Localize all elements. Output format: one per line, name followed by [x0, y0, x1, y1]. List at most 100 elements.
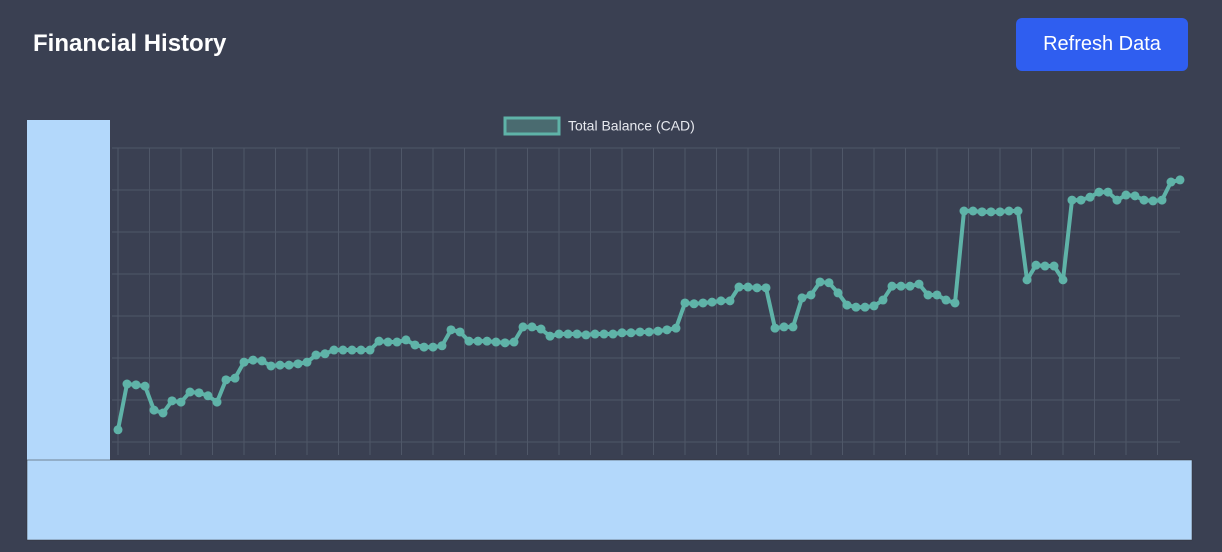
data-point [410, 340, 420, 350]
refresh-button[interactable]: Refresh Data [1016, 18, 1188, 71]
data-point [635, 327, 645, 337]
data-point [995, 207, 1005, 217]
data-point [509, 337, 519, 347]
data-point [329, 345, 339, 355]
data-point [1022, 275, 1032, 285]
data-point [662, 325, 672, 335]
data-point [365, 345, 375, 355]
data-point [536, 324, 546, 334]
data-point [1157, 195, 1167, 205]
data-point [1085, 192, 1095, 202]
data-point [239, 357, 249, 367]
data-point [788, 322, 798, 332]
legend-label: Total Balance (CAD) [568, 118, 695, 134]
data-point [1130, 191, 1140, 201]
data-point [950, 298, 960, 308]
data-point [1103, 187, 1113, 197]
data-point [914, 279, 924, 289]
data-point [1040, 261, 1050, 271]
data-point [149, 405, 159, 415]
data-point [734, 282, 744, 292]
data-point [707, 297, 717, 307]
data-point [959, 206, 969, 216]
data-point [617, 328, 627, 338]
data-point [563, 329, 573, 339]
data-point [347, 345, 357, 355]
data-point [968, 206, 978, 216]
data-point [887, 281, 897, 291]
data-point [122, 379, 132, 389]
data-point [311, 350, 321, 360]
data-point [113, 425, 123, 435]
data-point [716, 296, 726, 306]
data-point [878, 295, 888, 305]
data-point [815, 277, 825, 287]
data-point [1094, 187, 1104, 197]
data-point [473, 336, 483, 346]
data-point [626, 328, 636, 338]
data-point [896, 281, 906, 291]
data-point [581, 330, 591, 340]
data-point [464, 336, 474, 346]
data-point [842, 300, 852, 310]
data-point [203, 391, 213, 401]
data-point [698, 298, 708, 308]
data-point [986, 207, 996, 217]
data-point [1166, 177, 1176, 187]
data-point [491, 337, 501, 347]
data-point [590, 329, 600, 339]
data-point [1013, 206, 1023, 216]
page-title: Financial History [33, 30, 227, 57]
data-point [437, 341, 447, 351]
data-point [806, 290, 816, 300]
data-point [860, 302, 870, 312]
data-point [185, 387, 195, 397]
data-point [1004, 206, 1014, 216]
data-point [392, 337, 402, 347]
data-point [131, 380, 141, 390]
data-point [482, 336, 492, 346]
data-point [833, 288, 843, 298]
data-point [653, 326, 663, 336]
data-point [374, 336, 384, 346]
data-point [1148, 196, 1158, 206]
data-point [302, 357, 312, 367]
data-point [725, 296, 735, 306]
data-point [212, 397, 222, 407]
data-point [419, 342, 429, 352]
data-point [869, 301, 879, 311]
data-point [599, 329, 609, 339]
data-point [680, 298, 690, 308]
data-point [824, 278, 834, 288]
data-point [671, 323, 681, 333]
data-point [257, 356, 267, 366]
data-point [1121, 190, 1131, 200]
data-point [644, 327, 654, 337]
data-point [554, 329, 564, 339]
data-point [320, 349, 330, 359]
data-point [383, 337, 393, 347]
data-point [167, 396, 177, 406]
data-line [116, 177, 1181, 431]
data-point [1076, 195, 1086, 205]
data-point [500, 338, 510, 348]
data-point [1175, 175, 1185, 185]
data-point [293, 359, 303, 369]
data-point [221, 375, 231, 385]
data-point [545, 331, 555, 341]
data-point [689, 299, 699, 309]
data-point [797, 293, 807, 303]
overlay-box [27, 120, 110, 460]
legend-swatch [503, 116, 561, 136]
data-point [608, 329, 618, 339]
data-point [230, 373, 240, 383]
data-point [761, 283, 771, 293]
data-point [572, 329, 582, 339]
data-point [338, 345, 348, 355]
data-point [284, 360, 294, 370]
data-point [779, 322, 789, 332]
data-point [977, 207, 987, 217]
data-point [1112, 195, 1122, 205]
